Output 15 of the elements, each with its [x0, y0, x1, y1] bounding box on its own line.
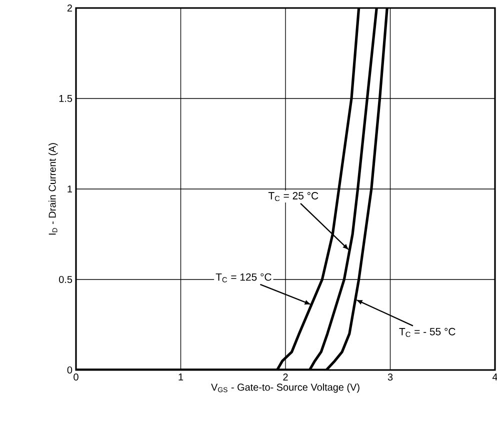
x-tick-label: 1 — [178, 374, 184, 380]
x-tick-label: 4 — [492, 374, 497, 380]
y-axis-title: I$_{D}$ - Drain Current (A) — [48, 143, 58, 235]
annotation: T$_{C}$ = 25 °C — [268, 192, 318, 202]
y-tick-label: 0.5 — [59, 276, 72, 284]
x-tick-label: 2 — [283, 374, 288, 380]
x-axis-title: V$_{GS}$ - Gate-to- Source Voltage (V) — [211, 383, 360, 393]
y-tick-label: 2 — [67, 4, 72, 12]
annotation: T$_{C}$ = - 55 °C — [399, 328, 456, 337]
y-tick-label: 0 — [67, 366, 72, 374]
x-tick-label: 3 — [388, 374, 393, 381]
x-tick-label: 0 — [74, 374, 78, 381]
annotation: T$_{C}$ = 125 °C — [216, 273, 272, 282]
y-tick-label: 1.5 — [59, 95, 72, 102]
y-tick-label: 1 — [68, 186, 72, 192]
